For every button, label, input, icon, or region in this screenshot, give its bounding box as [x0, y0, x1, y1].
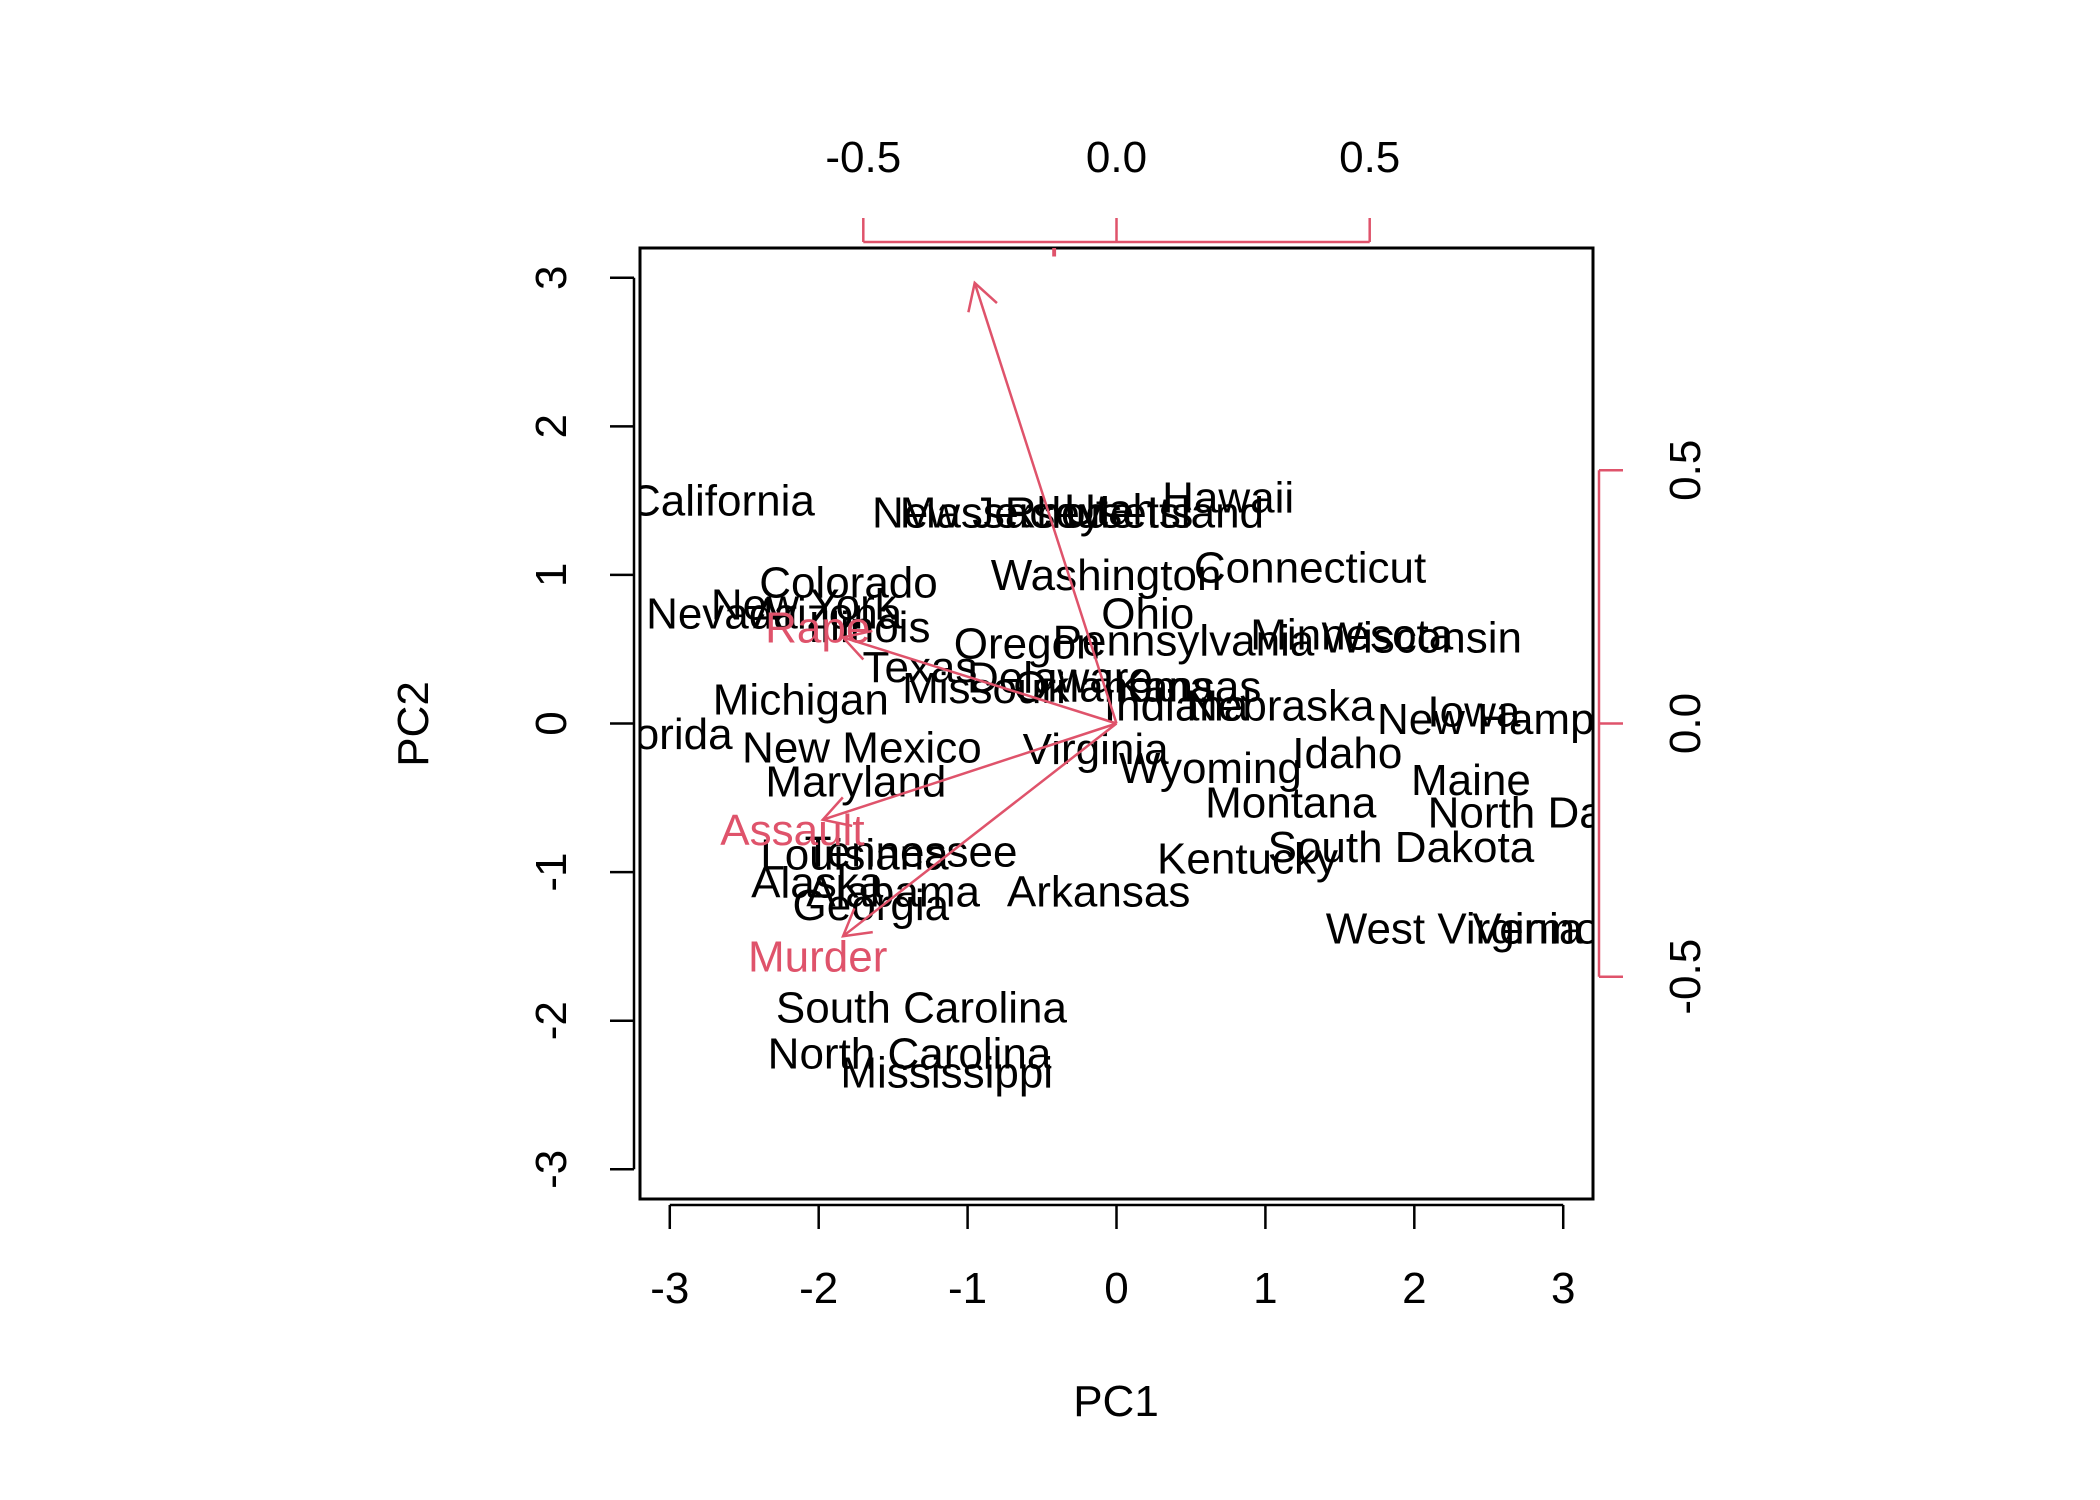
state-label: Florida: [598, 710, 733, 759]
loading-label: UrbanPop: [876, 208, 1074, 257]
x-tick-label: -1: [948, 1264, 987, 1313]
state-label: Alabama: [806, 867, 980, 916]
state-label: Wisconsin: [1322, 613, 1523, 662]
loading-vectors: UrbanPop Rape Assault Murder: [720, 208, 1118, 981]
right-tick-label: 0.5: [1661, 440, 1710, 501]
state-label: South Carolina: [776, 983, 1068, 1032]
x-axis-title: PC1: [1073, 1377, 1159, 1426]
state-label: Utah: [1064, 486, 1157, 535]
state-label: Delaware: [967, 653, 1153, 702]
state-label: Minnesota: [1250, 610, 1454, 659]
state-label: Maine: [1411, 756, 1531, 805]
state-label: Missouri: [902, 664, 1066, 713]
loading-label: Rape: [765, 603, 870, 652]
x-tick-label: -2: [799, 1264, 838, 1313]
right-tick-label: 0.0: [1661, 693, 1710, 754]
state-label: Kansas: [1115, 662, 1262, 711]
state-label: West Virginia: [1326, 905, 1584, 954]
state-labels: California New JerseyMassachusettsUtahRho…: [598, 474, 1690, 1098]
y-tick-label: 3: [527, 265, 576, 289]
state-label: New Jersey: [872, 488, 1102, 537]
state-label: Hawaii: [1162, 474, 1294, 523]
state-label: Colorado: [759, 558, 938, 607]
state-label: California: [629, 477, 815, 526]
axes-layer: -3 -2 -1 0 1 2 3 -3 -2 -1 0 1 2 3 -0.5 0.0 0.5 -0.5 0.0 0.5: [527, 133, 1710, 1313]
state-label: Washington: [991, 551, 1222, 600]
state-label: Massachusetts: [900, 488, 1193, 537]
state-label: Vermont: [1472, 905, 1636, 954]
y-tick-label: 2: [527, 414, 576, 438]
loading-arrowhead: [840, 629, 873, 661]
state-label: North Carolina: [768, 1029, 1052, 1078]
state-label: Mississippi: [840, 1049, 1053, 1098]
x-tick-label: 3: [1551, 1264, 1575, 1313]
top-tick-label: -0.5: [825, 133, 901, 182]
top-tick-label: 0.0: [1086, 133, 1147, 182]
state-label: North Dakota: [1428, 789, 1688, 838]
y-tick-label: 0: [527, 711, 576, 735]
state-label: Idaho: [1292, 729, 1402, 778]
state-label: Georgia: [793, 881, 950, 930]
x-tick-label: 1: [1253, 1264, 1277, 1313]
loading-arrowhead: [820, 796, 853, 828]
state-label: Illinois: [808, 603, 930, 652]
loading-arrowhead: [967, 280, 998, 313]
state-label: Wyoming: [1119, 744, 1302, 793]
state-label: Texas: [862, 643, 977, 692]
state-label: Virginia: [1023, 725, 1169, 774]
state-label: Montana: [1205, 778, 1377, 827]
loading-arrowhead: [841, 907, 873, 938]
state-label: Kentucky: [1157, 835, 1338, 884]
state-label: New Hampshire: [1377, 695, 1690, 744]
plot-frame: [638, 246, 1595, 1201]
state-label: South Dakota: [1268, 823, 1535, 872]
top-tick-label: 0.5: [1339, 133, 1400, 182]
loading-arrow: [842, 722, 1118, 938]
state-label: Indiana: [1104, 682, 1249, 731]
loading-label: Murder: [748, 932, 887, 981]
x-tick-label: 2: [1402, 1264, 1426, 1313]
loading-arrow: [973, 282, 1118, 724]
x-tick-label: 0: [1104, 1264, 1128, 1313]
state-label: Alaska: [751, 858, 884, 907]
state-label: Arizona: [753, 590, 903, 639]
state-label: Connecticut: [1194, 543, 1426, 592]
loading-arrow: [822, 722, 1117, 821]
loading-arrow: [842, 636, 1117, 725]
state-label: Arkansas: [1007, 867, 1190, 916]
loading-label: Assault: [720, 806, 864, 855]
state-label: New York: [711, 581, 898, 630]
state-label: Oregon: [954, 619, 1101, 668]
y-tick-label: -3: [527, 1150, 576, 1189]
y-tick-label: 1: [527, 563, 576, 587]
y-axis-title: PC2: [389, 681, 438, 767]
state-label: Ohio: [1101, 590, 1194, 639]
state-label: Louisiana: [760, 830, 949, 879]
y-tick-label: -2: [527, 1001, 576, 1040]
x-tick-label: -3: [650, 1264, 689, 1313]
state-label: Nevada: [646, 590, 798, 639]
y-tick-label: -1: [527, 853, 576, 892]
state-label: Maryland: [765, 757, 946, 806]
state-label: Iowa: [1427, 688, 1520, 737]
state-label: Nebraska: [1186, 682, 1375, 731]
state-label: New Mexico: [742, 723, 982, 772]
state-label: Michigan: [713, 676, 889, 725]
state-label: Oklahoma: [1013, 662, 1214, 711]
state-label: Tennessee: [805, 827, 1018, 876]
right-tick-label: -0.5: [1661, 939, 1710, 1015]
